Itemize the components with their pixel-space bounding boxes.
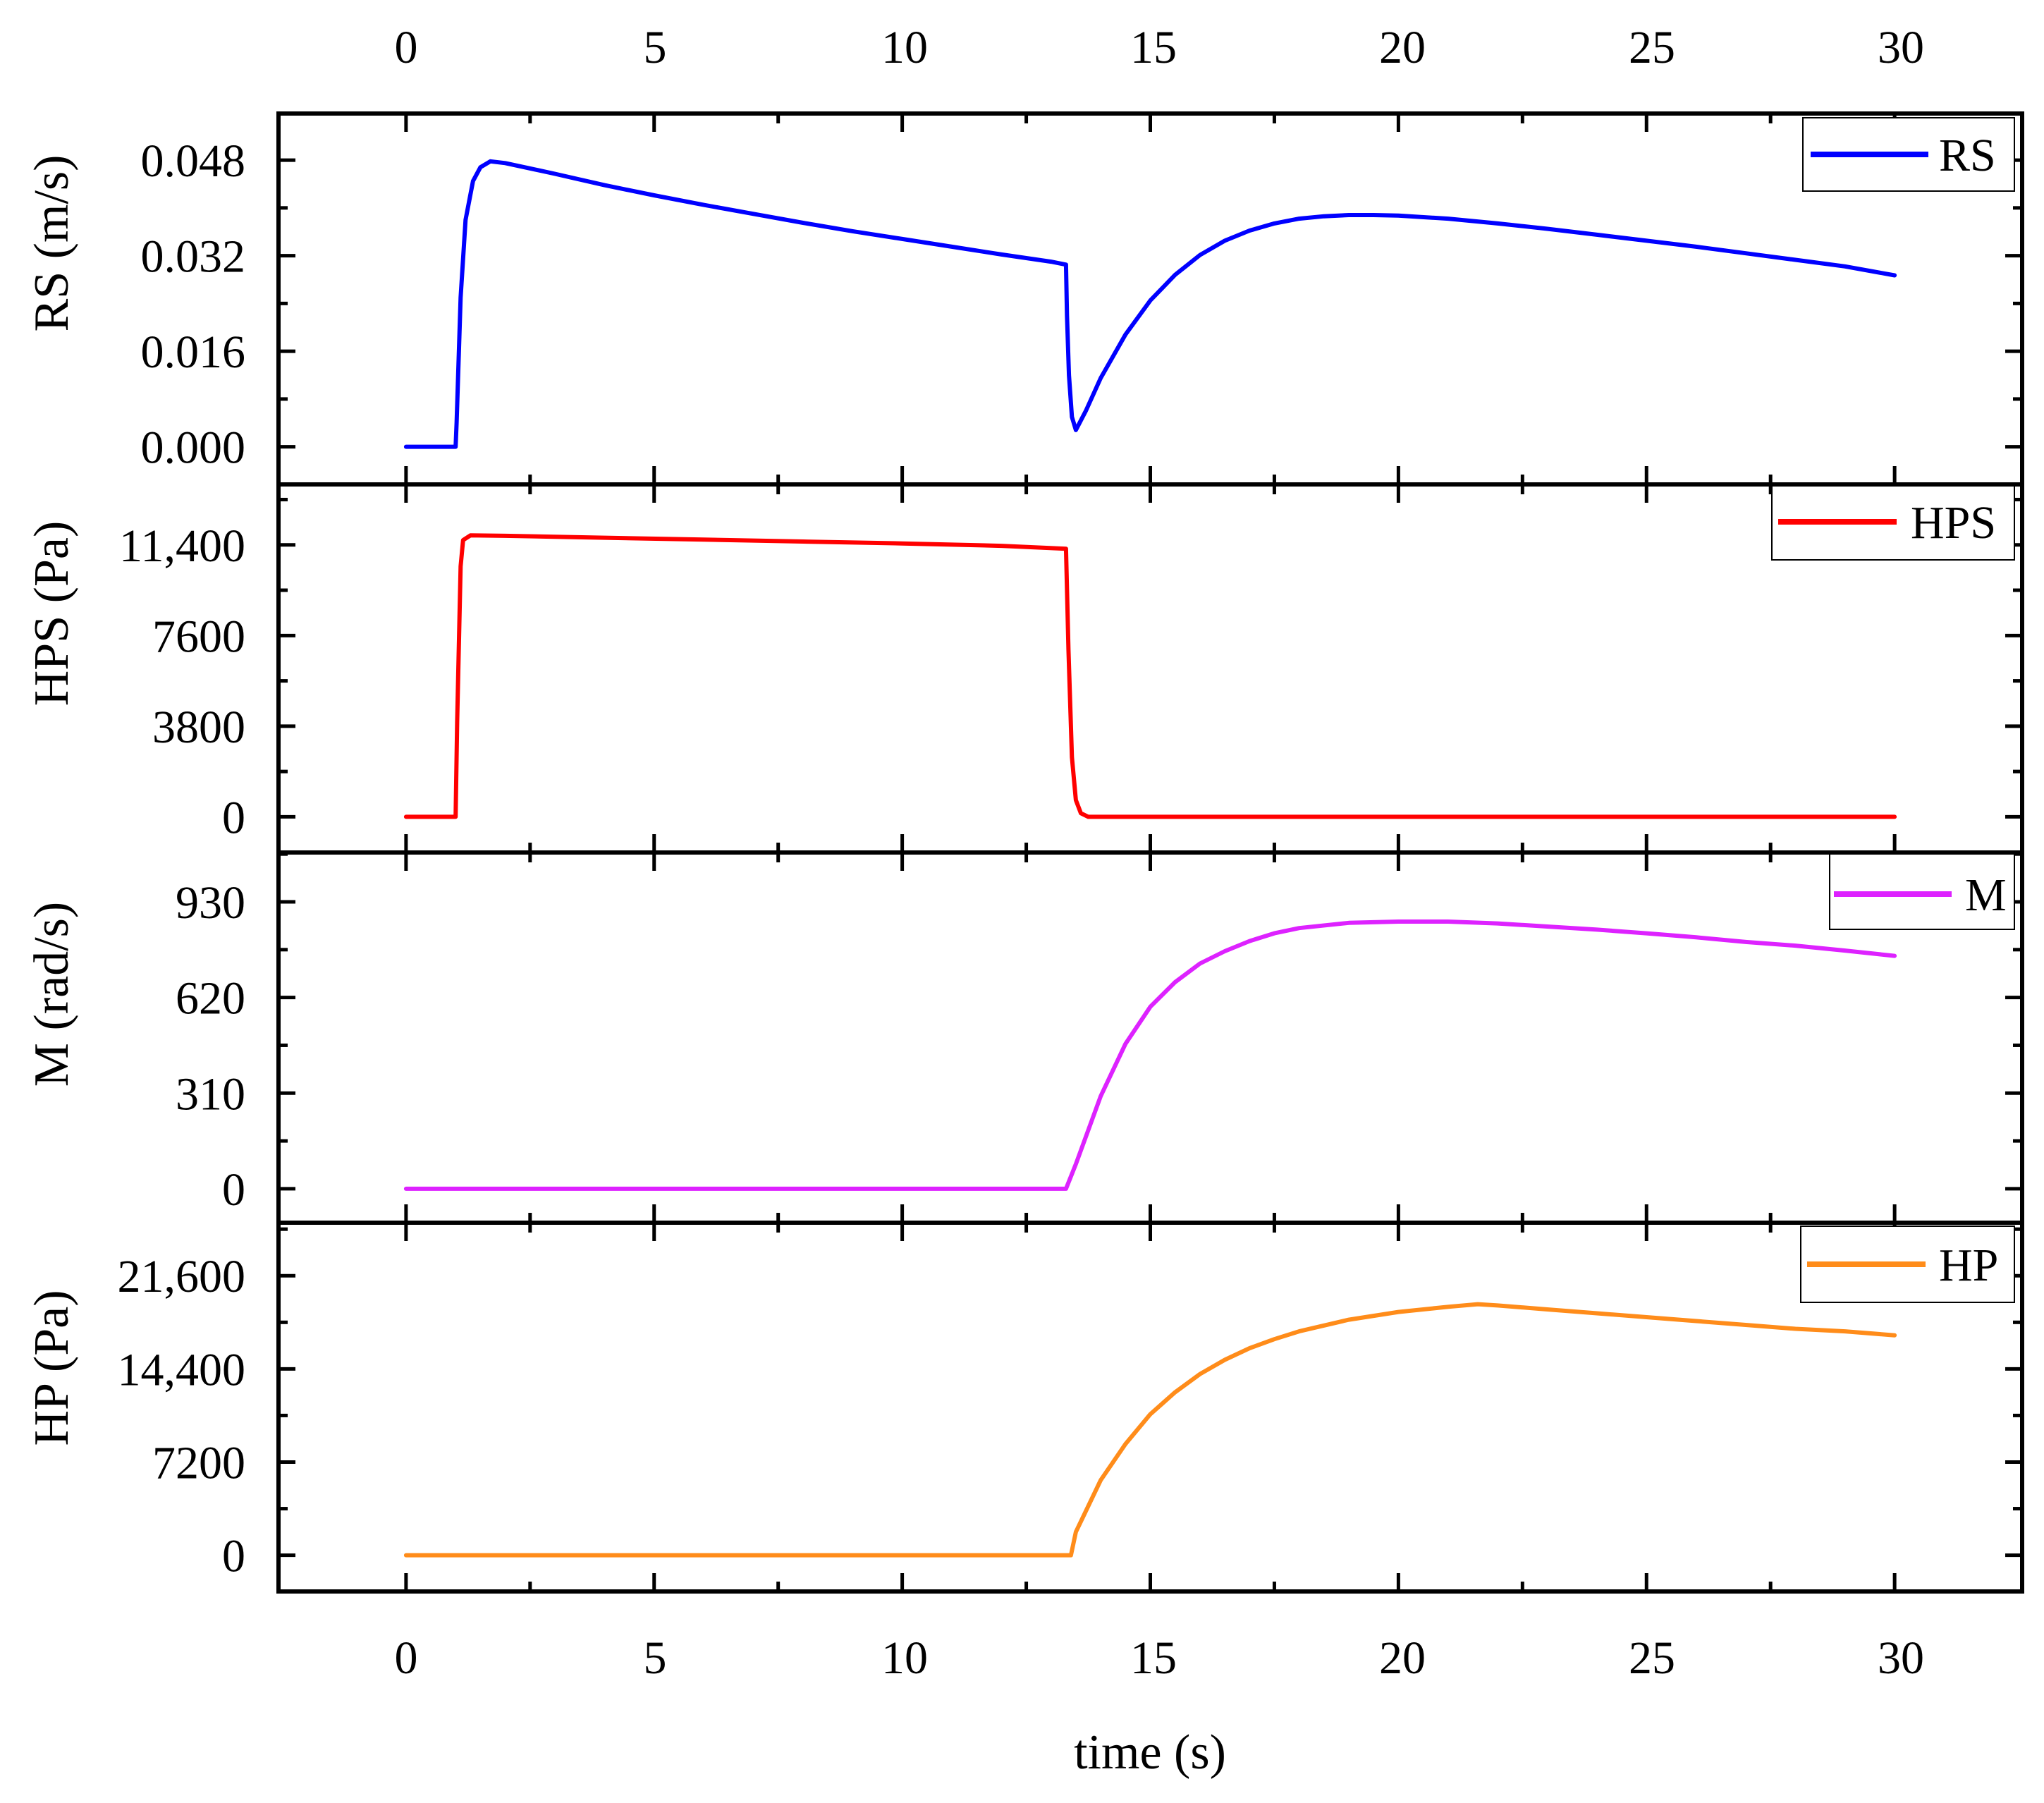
m-series-line [403, 919, 1897, 1191]
top-xtick-label-25: 25 [1629, 22, 1675, 73]
hps-series-line [403, 533, 1897, 819]
top-xtick-label-0: 0 [395, 22, 418, 73]
hp-ytick-label-0: 0 [222, 1531, 245, 1582]
top-xtick-label-10: 10 [881, 22, 928, 73]
hp-ytick-label-1: 7200 [152, 1437, 245, 1489]
rs-ytick-label-3: 0.048 [141, 135, 246, 187]
bottom-xtick-label-0: 0 [395, 1632, 418, 1684]
m-y-axis-title: M (rad/s) [25, 902, 79, 1087]
hps-ytick-label-2: 7600 [152, 611, 245, 662]
top-xtick-label-15: 15 [1130, 22, 1177, 73]
rs-ytick-label-2: 0.032 [141, 231, 246, 283]
m-ticks [279, 852, 2022, 1223]
rs-legend: RS [1802, 117, 2015, 192]
panel-frames [276, 111, 2024, 1594]
m-ytick-label-2: 620 [176, 973, 245, 1025]
rs-ytick-label-0: 0.000 [141, 422, 246, 474]
hp-ticks [279, 1223, 2022, 1591]
bottom-xtick-label-20: 20 [1379, 1632, 1426, 1684]
hps-ytick-label-1: 3800 [152, 702, 245, 753]
hp-series-line [403, 1302, 1897, 1558]
hps-ytick-label-3: 11,400 [119, 520, 245, 572]
panel-hp: HP 0 7200 14,400 21,600 HP (Pa) [25, 1223, 2022, 1591]
top-xtick-label-5: 5 [644, 22, 667, 73]
hp-y-axis-title: HP (Pa) [25, 1290, 79, 1446]
hps-ytick-label-0: 0 [222, 792, 245, 843]
top-xtick-label-30: 30 [1878, 22, 1924, 73]
panel-rs: RS 0.000 0.016 0.032 0.048 RS (m/s) [25, 114, 2022, 484]
m-ytick-label-3: 930 [176, 877, 245, 929]
hp-ytick-label-3: 21,600 [118, 1251, 246, 1302]
bottom-xtick-label-5: 5 [644, 1632, 667, 1684]
hps-legend: HPS [1771, 483, 2015, 561]
hps-legend-label: HPS [1911, 497, 1996, 549]
hp-legend-label: HP [1939, 1240, 1998, 1291]
hp-ytick-label-2: 14,400 [118, 1344, 246, 1395]
m-ytick-label-1: 310 [176, 1068, 245, 1120]
bottom-xtick-label-15: 15 [1130, 1632, 1177, 1684]
m-ytick-label-0: 0 [222, 1164, 245, 1216]
bottom-xtick-label-30: 30 [1878, 1632, 1924, 1684]
rs-ytick-label-1: 0.016 [141, 326, 246, 378]
rs-y-axis-title: RS (m/s) [25, 155, 79, 332]
top-xtick-label-20: 20 [1379, 22, 1426, 73]
hps-ticks [279, 484, 2022, 852]
m-legend-label: M [1965, 869, 2007, 921]
hps-y-axis-title: HPS (Pa) [25, 521, 79, 707]
top-tick-labels: 0 5 10 15 20 25 30 [395, 22, 1925, 73]
bottom-xtick-label-10: 10 [881, 1632, 928, 1684]
hp-legend: HP [1800, 1226, 2015, 1303]
m-legend: M [1829, 852, 2015, 930]
bottom-xtick-label-25: 25 [1629, 1632, 1675, 1684]
bottom-tick-labels: 0 5 10 15 20 25 30 [395, 1632, 1925, 1684]
panel-hps: HPS 0 3800 7600 11,400 HPS (Pa) [25, 483, 2022, 852]
rs-legend-label: RS [1939, 130, 1996, 181]
panel-m: M 0 310 620 930 M (rad/s) [25, 852, 2022, 1223]
x-axis-title: time (s) [1074, 1725, 1226, 1780]
rs-series-line [403, 159, 1897, 449]
